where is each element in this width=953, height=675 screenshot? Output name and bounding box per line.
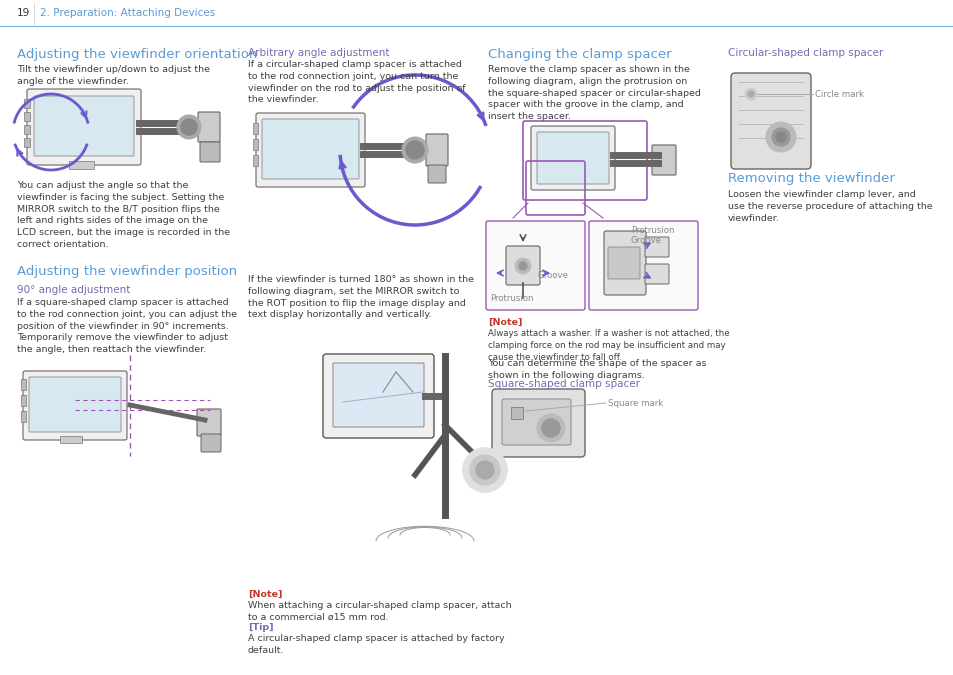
Text: Groove: Groove — [537, 271, 568, 280]
FancyBboxPatch shape — [588, 221, 698, 310]
Text: Protrusion: Protrusion — [630, 226, 674, 235]
FancyBboxPatch shape — [505, 246, 539, 285]
Text: Loosen the viewfinder clamp lever, and
use the reverse procedure of attaching th: Loosen the viewfinder clamp lever, and u… — [727, 190, 932, 223]
Text: If a square-shaped clamp spacer is attached
to the rod connection joint, you can: If a square-shaped clamp spacer is attac… — [17, 298, 236, 354]
Text: A circular-shaped clamp spacer is attached by factory
default.: A circular-shaped clamp spacer is attach… — [248, 634, 504, 655]
FancyBboxPatch shape — [644, 237, 668, 257]
Text: Square-shaped clamp spacer: Square-shaped clamp spacer — [488, 379, 639, 389]
FancyBboxPatch shape — [492, 389, 584, 457]
Bar — [253, 155, 257, 166]
Circle shape — [462, 448, 506, 492]
Circle shape — [406, 141, 423, 159]
Text: Arbitrary angle adjustment: Arbitrary angle adjustment — [248, 48, 389, 58]
Circle shape — [470, 455, 499, 485]
FancyBboxPatch shape — [501, 399, 571, 445]
FancyBboxPatch shape — [644, 264, 668, 284]
FancyBboxPatch shape — [603, 231, 645, 295]
Bar — [69, 161, 94, 169]
Text: [Tip]: [Tip] — [248, 623, 274, 632]
FancyBboxPatch shape — [607, 247, 639, 279]
Bar — [21, 379, 26, 390]
FancyBboxPatch shape — [201, 434, 221, 452]
Text: Removing the viewfinder: Removing the viewfinder — [727, 172, 894, 185]
Text: Circle mark: Circle mark — [814, 90, 863, 99]
Circle shape — [744, 88, 757, 100]
Text: You can determine the shape of the spacer as
shown in the following diagrams.: You can determine the shape of the space… — [488, 359, 706, 380]
Circle shape — [541, 419, 559, 437]
FancyBboxPatch shape — [537, 132, 608, 184]
Bar — [253, 123, 257, 134]
FancyBboxPatch shape — [34, 96, 133, 156]
FancyBboxPatch shape — [255, 113, 365, 187]
Circle shape — [775, 132, 785, 142]
FancyBboxPatch shape — [426, 134, 448, 166]
Text: If the viewfinder is turned 180° as shown in the
following diagram, set the MIRR: If the viewfinder is turned 180° as show… — [248, 275, 474, 319]
FancyBboxPatch shape — [333, 363, 423, 427]
FancyBboxPatch shape — [485, 221, 584, 310]
Circle shape — [177, 115, 201, 139]
Text: Square mark: Square mark — [607, 399, 662, 408]
FancyBboxPatch shape — [198, 112, 220, 142]
Circle shape — [747, 91, 753, 97]
Bar — [511, 407, 522, 419]
Bar — [24, 138, 30, 147]
FancyBboxPatch shape — [200, 142, 220, 162]
Circle shape — [515, 258, 531, 274]
Bar — [60, 436, 82, 443]
Text: 19: 19 — [17, 8, 30, 18]
FancyBboxPatch shape — [428, 165, 446, 183]
Text: You can adjust the angle so that the
viewfinder is facing the subject. Setting t: You can adjust the angle so that the vie… — [17, 181, 230, 249]
Bar — [21, 411, 26, 422]
FancyBboxPatch shape — [29, 377, 121, 432]
Circle shape — [518, 262, 526, 270]
Bar — [24, 112, 30, 121]
Text: Protrusion: Protrusion — [490, 294, 533, 303]
Text: [Note]: [Note] — [488, 318, 522, 327]
Text: Remove the clamp spacer as shown in the
following diagram, align the protrusion : Remove the clamp spacer as shown in the … — [488, 65, 700, 122]
FancyBboxPatch shape — [730, 73, 810, 169]
Text: [Note]: [Note] — [248, 590, 282, 599]
Text: When attaching a circular-shaped clamp spacer, attach
to a commercial ø15 mm rod: When attaching a circular-shaped clamp s… — [248, 601, 511, 622]
Circle shape — [181, 119, 196, 135]
Bar — [24, 125, 30, 134]
FancyBboxPatch shape — [323, 354, 434, 438]
Circle shape — [771, 128, 789, 146]
FancyBboxPatch shape — [651, 145, 676, 175]
Bar — [21, 395, 26, 406]
Circle shape — [476, 461, 494, 479]
Text: Always attach a washer. If a washer is not attached, the
clamping force on the r: Always attach a washer. If a washer is n… — [488, 329, 729, 362]
Text: 2. Preparation: Attaching Devices: 2. Preparation: Attaching Devices — [40, 8, 215, 18]
Circle shape — [537, 414, 564, 442]
Text: Changing the clamp spacer: Changing the clamp spacer — [488, 48, 671, 61]
FancyBboxPatch shape — [27, 89, 141, 165]
FancyBboxPatch shape — [531, 126, 615, 190]
Text: Tilt the viewfinder up/down to adjust the
angle of the viewfinder.: Tilt the viewfinder up/down to adjust th… — [17, 65, 210, 86]
FancyBboxPatch shape — [23, 371, 127, 440]
Circle shape — [401, 137, 428, 163]
Text: Circular-shaped clamp spacer: Circular-shaped clamp spacer — [727, 48, 882, 58]
Text: 90° angle adjustment: 90° angle adjustment — [17, 285, 131, 295]
Circle shape — [765, 122, 795, 152]
FancyBboxPatch shape — [196, 409, 221, 436]
Bar — [253, 139, 257, 150]
Text: Groove: Groove — [630, 236, 661, 245]
Bar — [24, 99, 30, 108]
Text: Adjusting the viewfinder position: Adjusting the viewfinder position — [17, 265, 237, 278]
Text: If a circular-shaped clamp spacer is attached
to the rod connection joint, you c: If a circular-shaped clamp spacer is att… — [248, 60, 465, 105]
FancyBboxPatch shape — [262, 119, 358, 179]
Text: Adjusting the viewfinder orientation: Adjusting the viewfinder orientation — [17, 48, 257, 61]
